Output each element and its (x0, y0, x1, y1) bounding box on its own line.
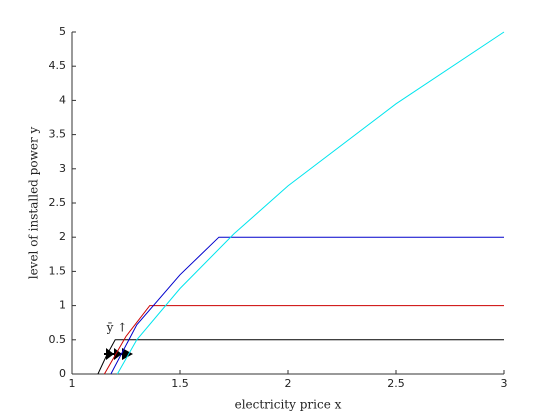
series-line (103, 305, 504, 375)
y-tick-label: 4.5 (49, 59, 67, 72)
y-tick-label: 0.5 (49, 333, 67, 346)
y-tick-label: 2.5 (49, 196, 67, 209)
x-tick-label: 1.5 (171, 377, 189, 390)
annotation: ȳ ↑ (106, 321, 128, 335)
x-tick-label: 2 (285, 377, 292, 390)
x-axis-label: electricity price x (235, 398, 342, 412)
y-tick-label: 3.5 (49, 128, 67, 141)
y-tick-label: 3 (59, 162, 66, 175)
y-axis-label: level of installed power y (27, 127, 41, 280)
series-line (110, 236, 504, 375)
x-tick-label: 1 (69, 377, 76, 390)
y-tick-label: 1 (59, 299, 66, 312)
y-tick-label: 2 (59, 230, 66, 243)
x-tick-label: 2.5 (387, 377, 405, 390)
series-line (97, 339, 504, 375)
y-tick-label: 1.5 (49, 264, 67, 277)
x-tick-label: 3 (501, 377, 508, 390)
y-tick-label: 4 (59, 93, 66, 106)
series-line (116, 31, 505, 375)
arrow (104, 348, 133, 360)
y-tick-label: 5 (59, 25, 66, 38)
y-tick-label: 0 (59, 367, 66, 380)
